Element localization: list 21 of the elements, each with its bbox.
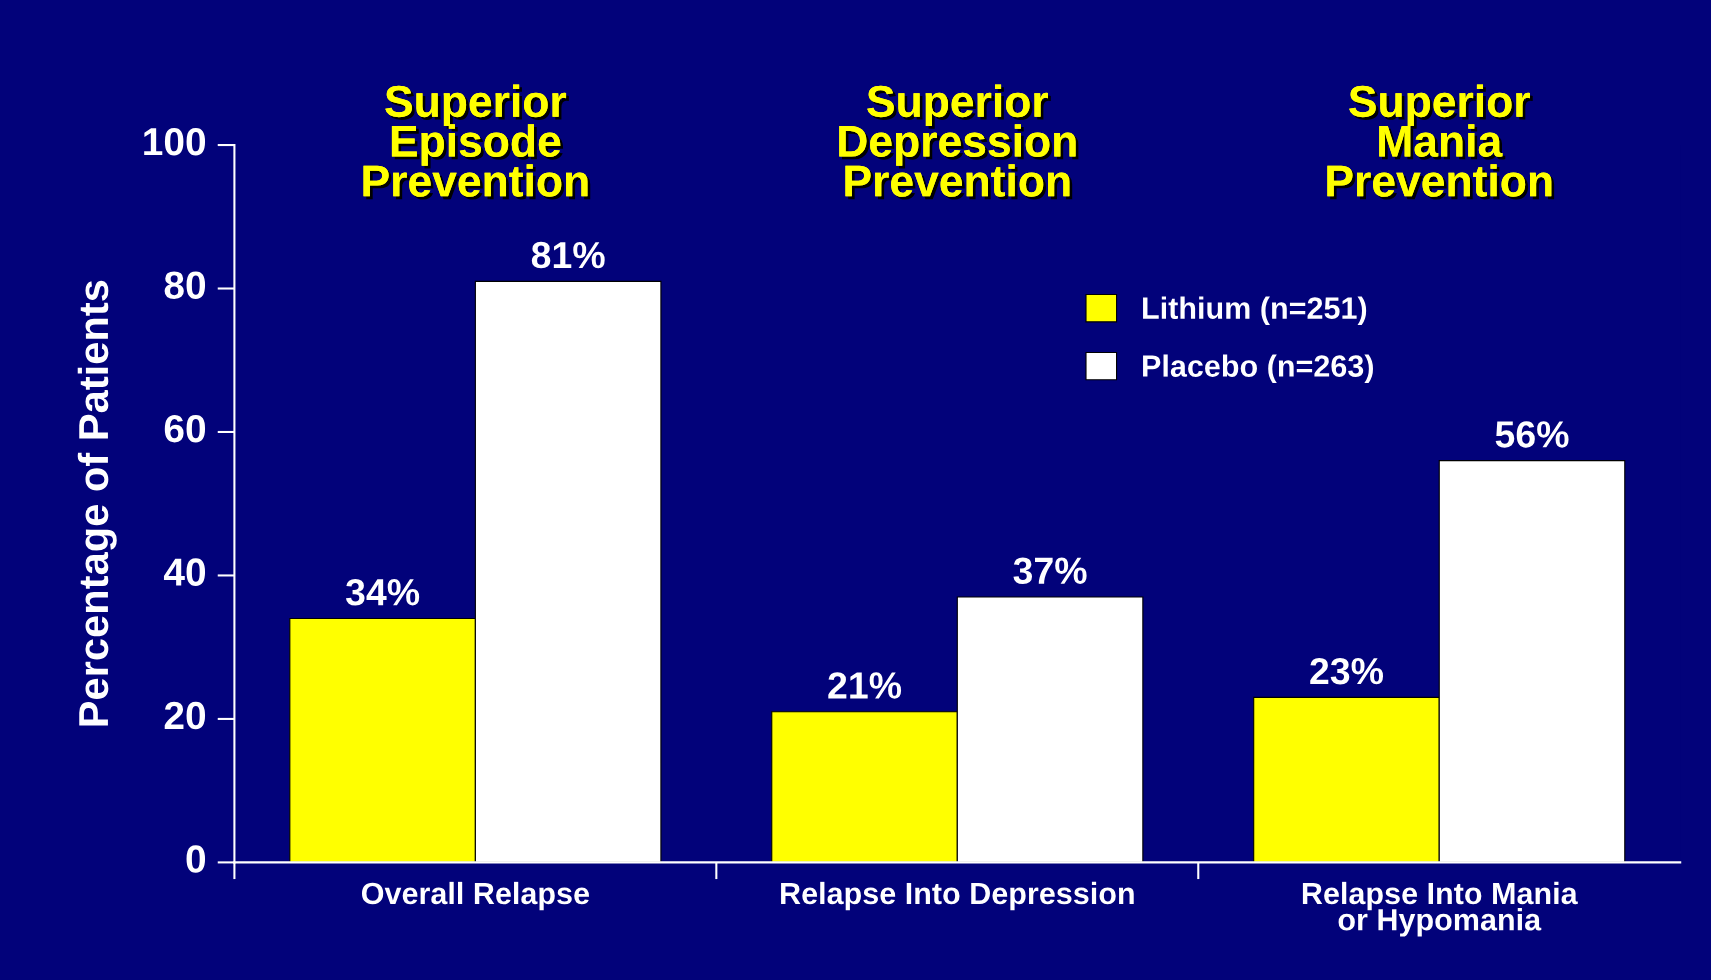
y-tick-label: 80	[164, 271, 206, 299]
data-label: 81%	[531, 241, 605, 269]
data-label: 34%	[345, 578, 420, 606]
legend-label: Placebo (n=263)	[1143, 354, 1373, 383]
y-tick-label: 0	[186, 845, 206, 873]
y-tick-label: 20	[164, 701, 206, 730]
x-tick-label: Overall Relapse	[361, 881, 589, 911]
data-label: 23%	[1310, 657, 1383, 685]
y-tick-label: 100	[144, 127, 206, 156]
x-tick-label: Relapse Into Mania or Hypomania	[1302, 881, 1578, 937]
annotation: Superior Depression Prevention	[839, 84, 1079, 200]
x-tick-label: Relapse Into Depression	[781, 881, 1134, 911]
data-label: 37%	[1013, 557, 1087, 585]
y-tick-label: 40	[163, 558, 206, 586]
legend-label: Lithium (n=251)	[1143, 296, 1367, 325]
data-label: 21%	[828, 672, 902, 699]
annotation: Superior Episode Prevention	[363, 84, 591, 200]
data-label: 56%	[1495, 421, 1569, 448]
annotation: Superior Mania Prevention	[1327, 84, 1555, 200]
y-tick-label: 60	[164, 414, 206, 443]
y-axis-title: Percentage of Patients	[77, 280, 117, 726]
